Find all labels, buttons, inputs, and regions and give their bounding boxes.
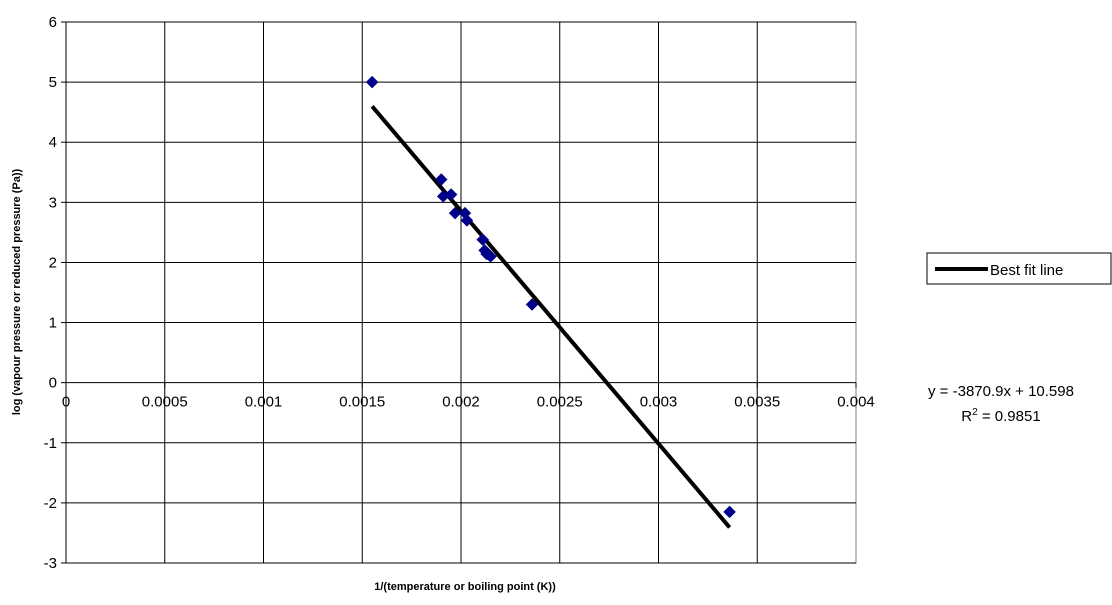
y-tick-label: 4	[49, 134, 57, 151]
x-tick-label: 0.001	[245, 394, 283, 411]
y-tick-label: 3	[49, 194, 57, 211]
x-tick-label: 0.002	[442, 394, 480, 411]
r-squared-label: R2 = 0.9851	[961, 407, 1040, 425]
data-point-diamond	[365, 75, 379, 89]
data-point-diamond	[448, 206, 462, 220]
x-tick-label: 0	[62, 394, 70, 411]
grid-lines	[66, 21, 856, 564]
data-point-diamond	[460, 214, 474, 227]
y-tick-label: 2	[49, 254, 57, 271]
data-point-diamond	[525, 298, 539, 311]
x-axis-title: 1/(temperature or boiling point (K))	[374, 581, 556, 593]
y-tick-label: -1	[44, 435, 57, 452]
y-tick-label: 0	[49, 375, 57, 392]
x-tick-label: 0.0015	[339, 394, 385, 411]
x-tick-label: 0.004	[837, 394, 875, 411]
legend-label: Best fit line	[990, 262, 1063, 279]
y-tick-label: 5	[49, 74, 57, 91]
x-tick-label: 0.0035	[734, 394, 780, 411]
equation-label: y = -3870.9x + 10.598	[928, 383, 1074, 400]
data-point-diamond	[444, 188, 458, 201]
y-tick-label: 1	[49, 315, 57, 332]
y-tick-label: -2	[44, 495, 57, 512]
best-fit-line	[370, 104, 732, 529]
data-point-diamond	[723, 505, 736, 519]
best-fit-line-series	[370, 104, 732, 529]
x-tick-label: 0.003	[640, 394, 678, 411]
data-point-diamond	[434, 173, 448, 186]
x-tick-label: 0.0025	[537, 394, 583, 411]
data-points	[365, 75, 736, 519]
y-axis-title: log (vapour pressure or reduced pressure…	[11, 168, 23, 415]
x-tick-label: 0.0005	[142, 394, 188, 411]
data-point-diamond	[476, 233, 490, 246]
legend: Best fit line	[926, 252, 1112, 285]
axes	[61, 21, 857, 564]
trendline-annotation: y = -3870.9x + 10.598 R2 = 0.9851	[928, 383, 1074, 425]
y-tick-label: -3	[44, 555, 57, 572]
y-tick-labels: -3 -2 -1 0 1 2 3 4 5 6	[44, 14, 57, 572]
y-tick-label: 6	[49, 14, 57, 31]
data-point-diamond	[484, 250, 497, 263]
x-tick-labels: 0 0.0005 0.001 0.0015 0.002 0.0025 0.003 0.0035…	[62, 394, 875, 411]
